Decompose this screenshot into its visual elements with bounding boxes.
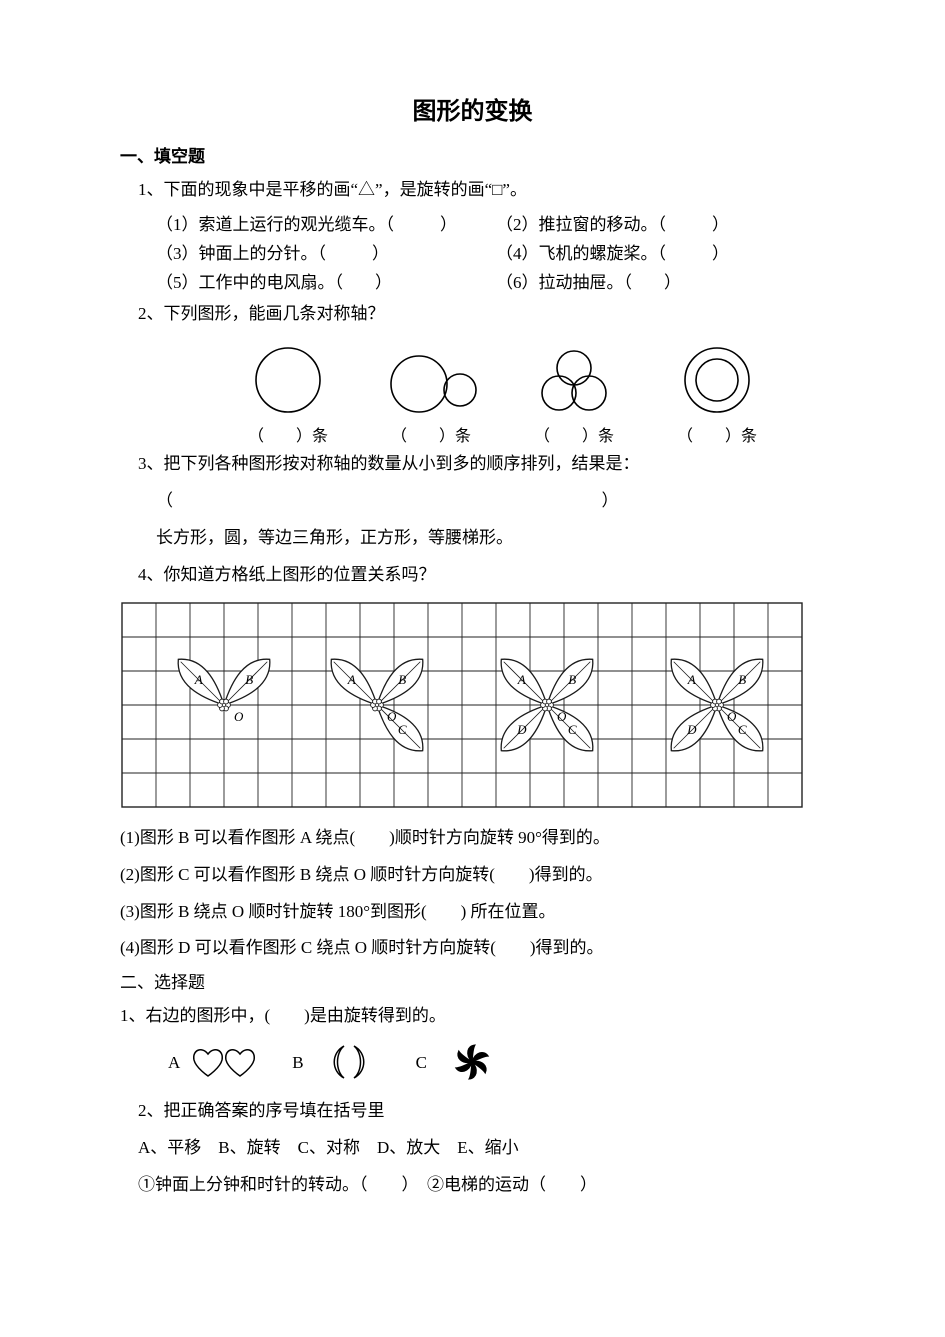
section1-header: 一、填空题 (120, 148, 825, 165)
svg-text:B: B (398, 671, 406, 686)
s2-q2-items: ①钟面上分钟和时针的转动。（ ） ②电梯的运动（ ） (120, 1174, 825, 1197)
circle-icon (231, 340, 346, 420)
q2-stem: 2、下列图形，能画几条对称轴？ (120, 303, 825, 326)
q1-item3: （3）钟面上的分针。（ (156, 244, 326, 263)
choice-c: C (416, 1042, 507, 1082)
q4-grid-figure: ABOABCOABCDOABCDO (120, 601, 804, 809)
q1-item1-close: ） (440, 215, 457, 234)
q1-row1: （1）索道上运行的观光缆车。（ ） （2）推拉窗的移动。（ ） (120, 216, 825, 233)
double-heart-icon (190, 1042, 260, 1082)
q3-open: （ (156, 491, 173, 510)
shape-two-circles: （ ）条 (374, 340, 489, 445)
svg-text:C: C (398, 722, 407, 737)
svg-text:O: O (727, 709, 737, 724)
q2-shapes-row: （ ）条 （ ）条 （ ）条 （ ）条 (120, 340, 825, 445)
q1-item2-close: ） (712, 215, 729, 234)
s2-q1-choices: A B C (120, 1042, 825, 1082)
shape-ring: （ ）条 (660, 340, 775, 445)
svg-text:A: A (194, 671, 203, 686)
shape-single-circle: （ ）条 (231, 340, 346, 445)
double-crescent-icon (314, 1042, 384, 1082)
shape1-mid: ）条 (296, 428, 328, 445)
svg-text:B: B (738, 671, 746, 686)
spiral-swirl-icon (437, 1042, 507, 1082)
q1-item6-close: ） (664, 273, 681, 292)
svg-text:A: A (517, 671, 526, 686)
choice-c-label: C (416, 1054, 427, 1071)
s2-q2-options: A、平移 B、旋转 C、对称 D、放大 E、缩小 (120, 1137, 825, 1160)
svg-text:C: C (568, 722, 577, 737)
shape1-open: （ (248, 428, 264, 445)
q3-blank: （ ） (120, 490, 825, 513)
q1-row2: （3）钟面上的分针。（ ） （4）飞机的螺旋桨。（ ） (120, 245, 825, 262)
q3-line1: 3、把下列各种图形按对称轴的数量从小到多的顺序排列，结果是： (120, 453, 825, 476)
q4-sub4: (4)图形 D 可以看作图形 C 绕点 O 顺时针方向旋转( )得到的。 (120, 937, 825, 960)
q3-close: ） (602, 491, 619, 510)
q1-item2: （2）推拉窗的移动。（ (496, 215, 666, 234)
page-title: 图形的变换 (120, 100, 825, 124)
svg-text:O: O (557, 709, 567, 724)
svg-text:O: O (234, 709, 244, 724)
shape2-mid: ）条 (439, 428, 471, 445)
svg-text:C: C (738, 722, 747, 737)
choice-b-label: B (292, 1054, 303, 1071)
svg-text:D: D (516, 722, 527, 737)
q3-line3: 长方形，圆，等边三角形，正方形，等腰梯形。 (120, 527, 825, 550)
q1-item4: （4）飞机的螺旋桨。（ (496, 244, 666, 263)
two-circles-icon (374, 340, 489, 420)
q1-item5: （5）工作中的电风扇。（ (156, 273, 343, 292)
shape4-open: （ (677, 428, 693, 445)
q4-sub2: (2)图形 C 可以看作图形 B 绕点 O 顺时针方向旋转( )得到的。 (120, 864, 825, 887)
choice-b: B (292, 1042, 383, 1082)
shape3-mid: ）条 (582, 428, 614, 445)
q1-row3: （5）工作中的电风扇。（ ） （6）拉动抽屉。（ ） (120, 274, 825, 291)
s2-q2-stem: 2、把正确答案的序号填在括号里 (120, 1100, 825, 1123)
svg-text:O: O (387, 709, 397, 724)
q1-stem: 1、下面的现象中是平移的画“△”，是旋转的画“□”。 (120, 179, 825, 202)
shape4-mid: ）条 (725, 428, 757, 445)
choice-a: A (168, 1042, 260, 1082)
shape2-open: （ (391, 428, 407, 445)
q4-stem: 4、你知道方格纸上图形的位置关系吗？ (120, 564, 825, 587)
shape3-open: （ (534, 428, 550, 445)
svg-text:B: B (245, 671, 253, 686)
three-circles-icon (517, 340, 632, 420)
choice-a-label: A (168, 1054, 180, 1071)
section2-header: 二、选择题 (120, 974, 825, 991)
svg-text:A: A (687, 671, 696, 686)
shape-three-circles: （ ）条 (517, 340, 632, 445)
ring-icon (660, 340, 775, 420)
svg-text:D: D (686, 722, 697, 737)
q4-sub1: (1)图形 B 可以看作图形 A 绕点( )顺时针方向旋转 90°得到的。 (120, 827, 825, 850)
q1-item6: （6）拉动抽屉。（ (496, 273, 632, 292)
svg-text:A: A (347, 671, 356, 686)
q1-item3-close: ） (372, 244, 389, 263)
svg-text:B: B (568, 671, 576, 686)
q1-item4-close: ） (712, 244, 729, 263)
q1-item5-close: ） (375, 273, 392, 292)
q4-sub3: (3)图形 B 绕点 O 顺时针旋转 180°到图形( ) 所在位置。 (120, 901, 825, 924)
s2-q1-stem: 1、右边的图形中，( )是由旋转得到的。 (120, 1005, 825, 1028)
q1-item1: （1）索道上运行的观光缆车。（ (156, 215, 394, 234)
